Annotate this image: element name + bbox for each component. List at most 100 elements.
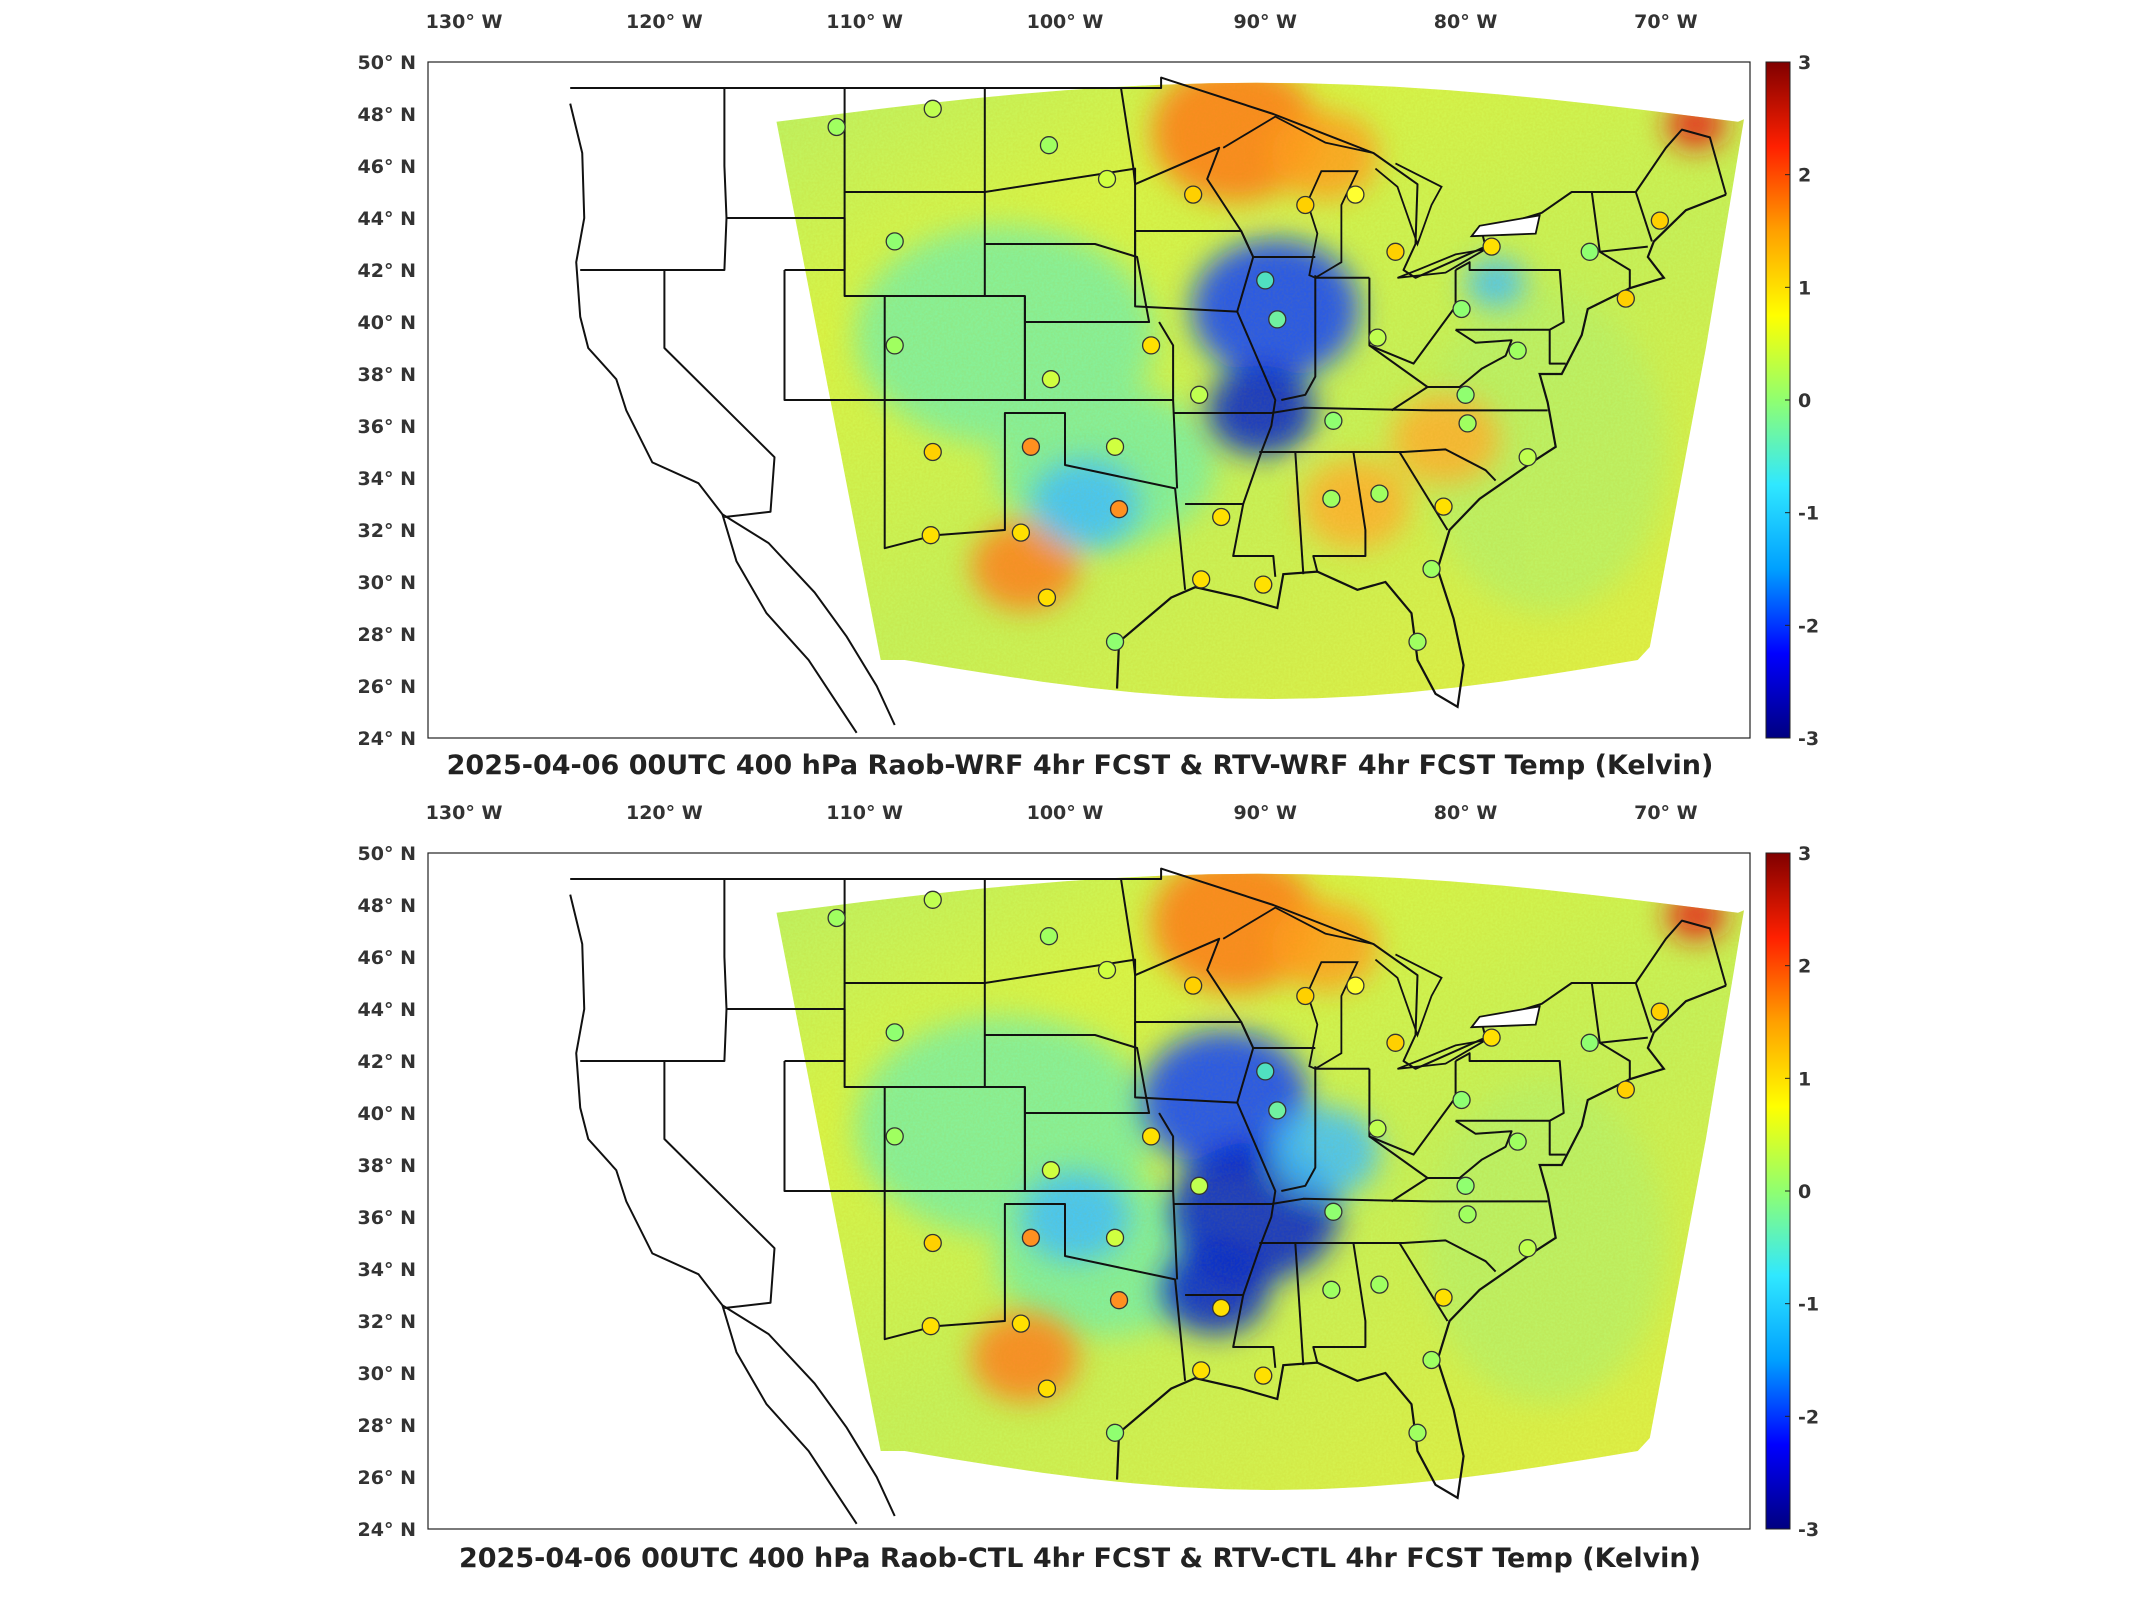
latitude-label: 38° N [358,1155,416,1177]
raob-station-marker [1580,242,1599,261]
colorbar-tick-label: 1 [1798,1068,1811,1090]
raob-station-marker [1434,1288,1453,1307]
raob-station-marker [885,232,904,251]
raob-station-marker [923,99,942,118]
raob-station-marker [1268,1101,1287,1120]
raob-station-marker [1041,1161,1061,1180]
raob-station-marker [1518,448,1537,467]
raob-station-marker [1458,414,1477,433]
raob-station-marker [1370,1275,1389,1294]
latitude-label: 44° N [358,208,416,230]
longitude-label: 90° W [1234,802,1298,824]
colorbar-tick-label: 2 [1798,956,1811,978]
raob-station-marker [827,117,846,137]
raob-station-marker [1037,1379,1057,1398]
latitude-label: 40° N [358,1103,416,1125]
latitude-label: 30° N [358,1363,416,1385]
latitude-label: 34° N [358,1259,416,1281]
raob-station-marker [1422,1350,1441,1370]
raob-station-marker [1256,271,1275,290]
raob-station-marker [1518,1239,1537,1258]
colorbar-tick-label: 0 [1798,1181,1811,1203]
latitude-label: 36° N [358,416,416,438]
raob-station-marker [1650,211,1670,230]
raob-station-marker [1254,575,1273,594]
latitude-label: 26° N [358,676,416,698]
raob-station-marker [923,890,942,909]
raob-station-marker [1452,1090,1471,1110]
raob-station-marker [1386,1033,1405,1052]
panel-top-title: 2025-04-06 00UTC 400 hPa Raob-WRF 4hr FC… [447,750,1714,781]
raob-station-marker [1386,242,1405,261]
raob-station-marker [1097,960,1117,980]
raob-station-marker [1039,927,1059,946]
raob-station-marker [1346,976,1365,995]
longitude-label: 70° W [1634,11,1698,33]
raob-station-marker [1105,437,1125,456]
raob-station-marker [1368,1119,1387,1138]
raob-station-marker [1482,237,1501,256]
longitude-label: 130° W [426,802,503,824]
temperature-field [776,873,1744,1490]
raob-station-marker [1322,489,1341,508]
latitude-label: 50° N [358,52,416,74]
raob-stations [827,99,1670,651]
longitude-label: 100° W [1027,802,1104,824]
latitude-label: 24° N [358,1519,416,1541]
raob-station-marker [1141,336,1161,355]
latitude-label: 38° N [358,364,416,386]
raob-station-marker [1324,411,1343,430]
latitude-label: 44° N [358,999,416,1021]
colorbar-tick-label: 1 [1798,277,1811,299]
raob-station-marker [1254,1366,1273,1385]
raob-station-marker [1109,500,1129,519]
panel-bottom: 130° W 120° W 110° W 100° W 90° W 80° W 70° W 5… [358,802,1820,1541]
raob-station-marker [1482,1028,1501,1047]
raob-station-marker [1346,185,1365,204]
state-boundaries [570,76,1727,590]
colorbar-tick-label: -2 [1798,1406,1819,1428]
raob-station-marker [1368,328,1387,347]
latitude-label: 46° N [358,947,416,969]
raob-station-marker [1296,195,1315,215]
raob-station-marker [1456,1176,1475,1195]
colorbar-tick-label: 0 [1798,390,1811,412]
raob-station-marker [1190,385,1209,404]
raob-station-marker [1212,507,1231,527]
colorbar-tick-label: -2 [1798,615,1819,637]
raob-station-marker [1109,1291,1129,1310]
colorbar-tick-label: -3 [1798,1519,1819,1541]
raob-station-marker [1370,484,1389,503]
raob-station-marker [1650,1002,1670,1021]
raob-station-marker [1105,1228,1125,1247]
longitude-label: 110° W [826,11,903,33]
raob-station-marker [1039,136,1059,155]
latitude-label: 46° N [358,156,416,178]
latitude-label: 34° N [358,468,416,490]
raob-station-marker [923,1233,942,1253]
raob-station-marker [1105,632,1125,651]
raob-station-marker [1192,570,1211,589]
longitude-label: 100° W [1027,11,1104,33]
colorbar-tick-label: -1 [1798,1294,1819,1316]
longitude-label: 110° W [826,802,903,824]
colorbar-tick-label: -3 [1798,728,1819,750]
raob-station-marker [885,1023,904,1042]
coastline-west [569,894,896,1517]
raob-station-marker [1322,1280,1341,1299]
raob-station-marker [1141,1127,1161,1146]
raob-station-marker [1616,289,1635,308]
latitude-label: 40° N [358,312,416,334]
longitude-label: 80° W [1434,11,1498,33]
colorbar-tick-label: 3 [1798,843,1811,865]
raob-station-marker [885,1127,904,1146]
raob-station-marker [1212,1298,1231,1318]
latitude-label: 36° N [358,1207,416,1229]
latitude-label: 32° N [358,520,416,542]
latitude-label: 48° N [358,895,416,917]
latitude-label: 32° N [358,1311,416,1333]
longitude-label: 130° W [426,11,503,33]
latitude-label: 42° N [358,260,416,282]
latitude-label: 48° N [358,104,416,126]
